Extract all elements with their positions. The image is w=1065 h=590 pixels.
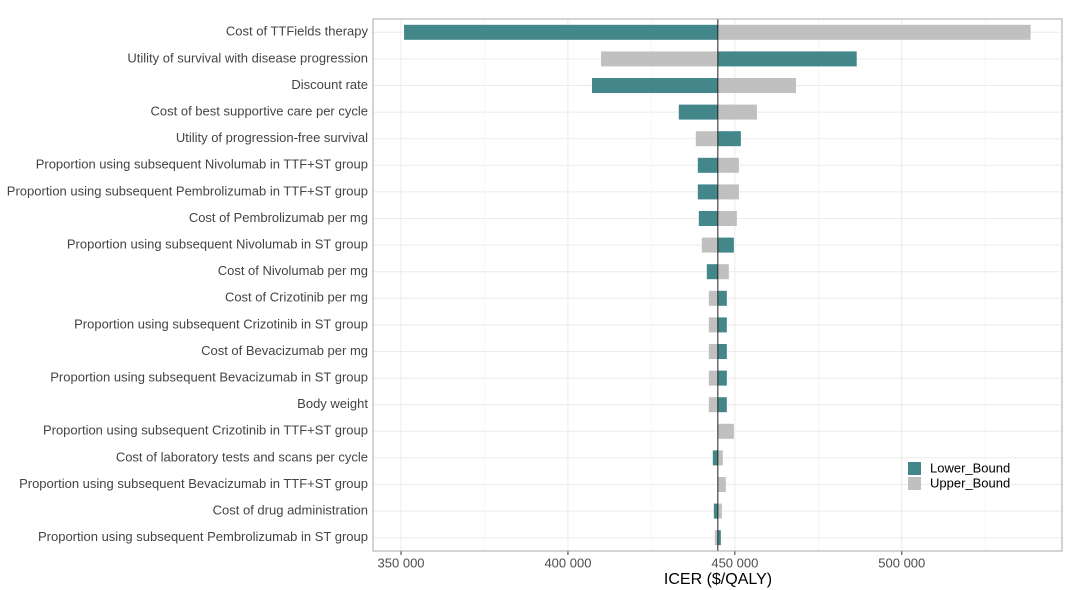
y-tick-label: Discount rate [291,77,368,92]
y-tick-label: Proportion using subsequent Nivolumab in… [36,157,368,172]
bar [717,24,1031,40]
y-tick-label: Cost of Pembrolizumab per mg [189,210,368,225]
legend-label: Lower_Bound [930,460,1010,475]
y-tick-label: Body weight [297,396,368,411]
bar [717,131,741,147]
bar [717,450,723,466]
y-tick-label: Cost of Nivolumab per mg [218,263,368,278]
y-tick-label: Cost of Crizotinib per mg [225,290,368,305]
y-tick-label: Proportion using subsequent Crizotinib i… [74,316,368,331]
bar [695,131,718,147]
bar [600,51,718,67]
y-tick-label: Proportion using subsequent Pembrolizuma… [7,183,368,198]
bar [717,503,722,519]
bar [717,530,721,546]
bar [717,237,734,253]
bar [708,290,718,306]
y-tick-label: Proportion using subsequent Bevacizumab … [50,370,368,385]
bar [708,397,718,413]
x-tick-label: 500 000 [878,555,925,570]
bar [717,78,796,93]
y-tick-label: Cost of drug administration [213,503,368,518]
x-axis-title: ICER ($/QALY) [664,571,772,588]
bar [678,104,718,120]
bar [717,157,739,173]
bar [717,477,726,492]
legend-label: Upper_Bound [930,475,1010,490]
bar [697,157,718,173]
bar [591,78,718,93]
x-tick-label: 350 000 [378,555,425,570]
bar [712,450,718,466]
y-tick-label: Cost of laboratory tests and scans per c… [116,449,368,464]
bar [708,344,718,359]
bar [706,264,718,280]
bar [717,344,727,359]
y-tick-label: Cost of Bevacizumab per mg [201,343,368,358]
y-tick-label: Cost of TTFields therapy [226,24,369,39]
bar [717,104,757,120]
legend-swatch [908,477,921,490]
bar [717,317,727,333]
x-tick-label: 400 000 [544,555,591,570]
y-tick-label: Utility of progression-free survival [176,130,368,145]
y-tick-label: Proportion using subsequent Nivolumab in… [67,237,368,252]
bar [717,290,727,306]
bar [717,211,737,226]
plot-border [372,18,1063,552]
y-tick-label: Utility of survival with disease progres… [127,50,368,65]
bar [701,237,718,253]
bar [717,423,734,439]
bar [717,370,727,386]
bar [717,51,857,67]
bar [714,530,718,546]
bar [404,24,718,40]
x-tick-label: 450 000 [711,555,758,570]
y-tick-label: Proportion using subsequent Bevacizumab … [19,476,368,491]
y-tick-label: Proportion using subsequent Crizotinib i… [43,423,368,438]
y-tick-label: Proportion using subsequent Pembrolizuma… [38,529,368,544]
bar [708,370,718,386]
bar [717,184,739,200]
y-tick-label: Cost of best supportive care per cycle [151,104,369,119]
bar [713,503,718,519]
bar [698,211,718,226]
bar [697,184,718,200]
bar [717,264,729,280]
legend-swatch [908,462,921,475]
bar [708,317,718,333]
bar [717,397,727,413]
